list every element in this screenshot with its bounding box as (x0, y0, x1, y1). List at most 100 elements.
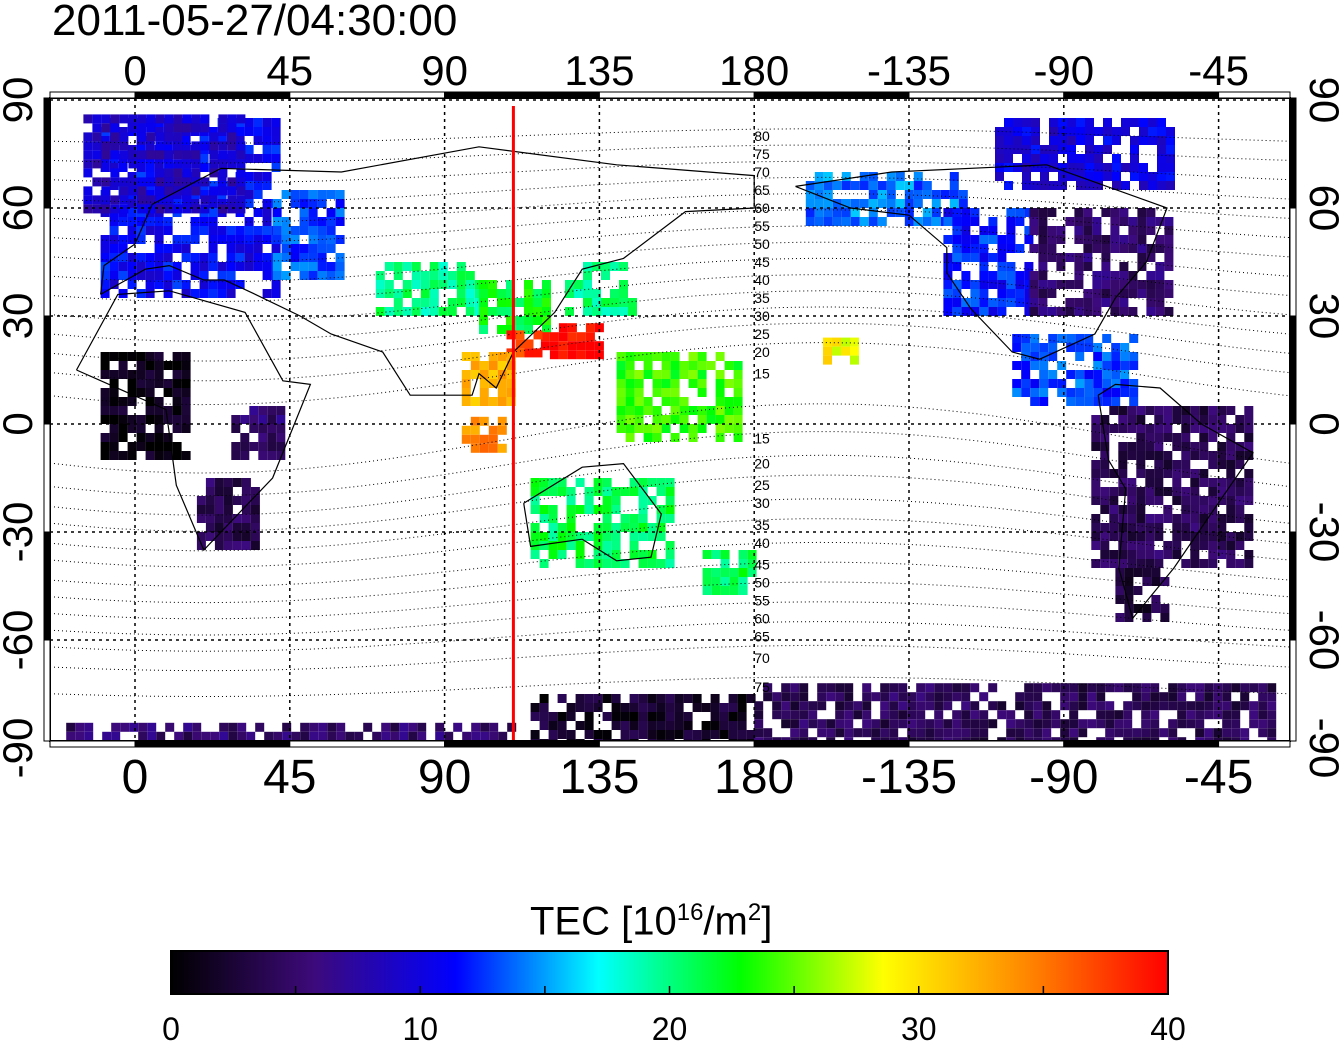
colorbar-tick-label: 10 (402, 1011, 438, 1042)
lat-tick-label-left: -90 (0, 718, 41, 779)
colorbar-title: TEC [1016/m2] (530, 888, 772, 946)
lon-tick-label-bottom: 45 (263, 751, 316, 804)
colorbar-tick-label: 0 (162, 1011, 180, 1042)
lat-tick-label-right: 90 (1301, 77, 1340, 124)
tec-region (1115, 568, 1170, 622)
lon-tick-label-bottom: -45 (1184, 751, 1253, 804)
tec-region (530, 694, 756, 741)
contour-label: 65 (754, 628, 770, 644)
lat-tick-label-left: -60 (0, 610, 41, 671)
colorbar-tick-label: 20 (652, 1011, 688, 1042)
tec-region (616, 352, 743, 442)
contour-label: 50 (754, 574, 770, 590)
tec-region (83, 114, 246, 214)
tec-region (1012, 334, 1139, 406)
contour-label: 80 (754, 128, 770, 144)
lat-tick-label-left: 30 (0, 293, 41, 340)
colorbar-title-main: TEC [10 (530, 899, 677, 944)
timestamp-title: 2011-05-27/04:30:00 (52, 0, 458, 45)
contour-label: 15 (754, 366, 770, 382)
tec-region (823, 337, 859, 365)
lat-tick-label-right: 60 (1301, 185, 1340, 232)
lon-tick-label-top: 135 (564, 47, 634, 94)
contour-label: 50 (754, 236, 770, 252)
tec-region (565, 262, 637, 316)
contour-label: 65 (754, 182, 770, 198)
tec-region (530, 478, 675, 568)
contour-label: 20 (754, 344, 770, 360)
coastline (75, 290, 312, 552)
contour-label: 55 (754, 592, 770, 608)
lat-tick-label-left: 60 (0, 185, 41, 232)
contour-label: 30 (754, 495, 770, 511)
coastline (100, 146, 755, 396)
contour-label: 15 (754, 430, 770, 446)
contour-label: 35 (754, 517, 770, 533)
colorbar-tick-label: 30 (901, 1011, 937, 1042)
lon-tick-label-top: 0 (123, 47, 146, 94)
tec-region (66, 722, 517, 741)
tec-region (754, 683, 1277, 741)
contour-label: 75 (754, 146, 770, 162)
coastline (795, 164, 1168, 360)
contour-label: 45 (754, 556, 770, 572)
tec-region (461, 416, 507, 453)
lat-tick-label-left: 90 (0, 77, 41, 124)
contour-label: 45 (754, 254, 770, 270)
magnetic-latitude-contours: 80 75 70 65 60 55 50 45 40 35 30 25 20 15 15 20 25 30 35 40… (50, 128, 1290, 697)
lon-tick-label-bottom: 90 (418, 751, 471, 804)
contour-label: 20 (754, 456, 770, 472)
tec-region (375, 262, 484, 316)
tec-data-regions (66, 114, 1277, 741)
coastline (1097, 383, 1254, 620)
lat-tick-label-left: 0 (0, 412, 41, 435)
lon-tick-label-bottom: 180 (714, 751, 794, 804)
colorbar: 0 10 20 30 40 (162, 950, 1186, 1042)
colorbar-tick-label: 40 (1150, 1011, 1186, 1042)
lon-tick-label-top: -90 (1033, 47, 1094, 94)
tec-region (196, 478, 260, 550)
lon-tick-label-bottom: 0 (122, 751, 149, 804)
contour-label: 70 (754, 164, 770, 180)
tec-region (943, 208, 1034, 316)
lon-tick-label-bottom: 135 (559, 751, 639, 804)
contour-label: 25 (754, 477, 770, 493)
colorbar-title-exp: 16 (676, 899, 704, 926)
contour-label: 25 (754, 326, 770, 342)
tec-region (1091, 406, 1254, 568)
coastlines (75, 146, 1254, 620)
contour-label: 60 (754, 200, 770, 216)
lat-tick-label-right: -30 (1301, 502, 1340, 563)
contour-label: 60 (754, 610, 770, 626)
lon-tick-label-top: 90 (421, 47, 468, 94)
lon-tick-label-top: 45 (266, 47, 313, 94)
lat-tick-label-right: -90 (1301, 718, 1340, 779)
lat-tick-label-left: -30 (0, 502, 41, 563)
frame-tick-bars (43, 91, 1297, 748)
contour-label: 70 (754, 650, 770, 666)
contour-label: 75 (754, 679, 770, 695)
lat-tick-label-right: 0 (1301, 412, 1340, 435)
lon-tick-label-bottom: -90 (1029, 751, 1098, 804)
tec-region (1029, 208, 1174, 316)
contour-label: 30 (754, 308, 770, 324)
lon-tick-label-top: -45 (1188, 47, 1249, 94)
tec-region (702, 550, 757, 595)
axis-tick-labels: 0045459090135135180180-135-135-90-90-45-… (0, 47, 1340, 804)
lon-tick-label-top: -135 (867, 47, 951, 94)
colorbar-title-unit: /m (703, 899, 748, 944)
colorbar-title-close: ] (761, 899, 773, 944)
tec-region (272, 190, 345, 280)
contour-label: 40 (754, 272, 770, 288)
lat-tick-label-right: 30 (1301, 293, 1340, 340)
contour-label: 35 (754, 290, 770, 306)
tec-region (100, 352, 191, 460)
contour-label: 55 (754, 218, 770, 234)
contour-label: 40 (754, 535, 770, 551)
tec-region (231, 406, 286, 460)
coastline (523, 462, 662, 562)
lon-tick-label-top: 180 (719, 47, 789, 94)
lon-tick-label-bottom: -135 (861, 751, 957, 804)
tec-region (540, 323, 604, 360)
